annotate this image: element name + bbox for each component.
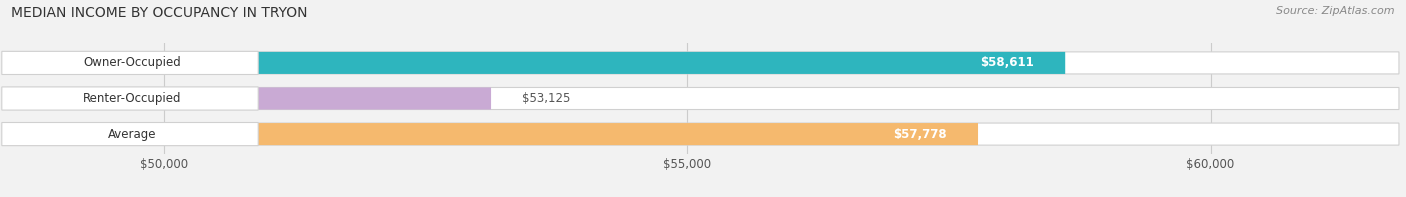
Text: Owner-Occupied: Owner-Occupied	[84, 56, 181, 69]
FancyBboxPatch shape	[7, 123, 1399, 145]
Text: $57,778: $57,778	[893, 128, 946, 141]
Text: $58,611: $58,611	[980, 56, 1033, 69]
FancyBboxPatch shape	[7, 87, 491, 110]
FancyBboxPatch shape	[7, 87, 1399, 110]
FancyBboxPatch shape	[1, 123, 259, 146]
Text: MEDIAN INCOME BY OCCUPANCY IN TRYON: MEDIAN INCOME BY OCCUPANCY IN TRYON	[11, 6, 308, 20]
Text: Average: Average	[108, 128, 157, 141]
FancyBboxPatch shape	[1, 87, 259, 110]
Text: $53,125: $53,125	[523, 92, 571, 105]
FancyBboxPatch shape	[7, 123, 979, 145]
FancyBboxPatch shape	[7, 52, 1066, 74]
Text: Renter-Occupied: Renter-Occupied	[83, 92, 181, 105]
FancyBboxPatch shape	[7, 52, 1399, 74]
Text: Source: ZipAtlas.com: Source: ZipAtlas.com	[1277, 6, 1395, 16]
FancyBboxPatch shape	[1, 51, 259, 74]
